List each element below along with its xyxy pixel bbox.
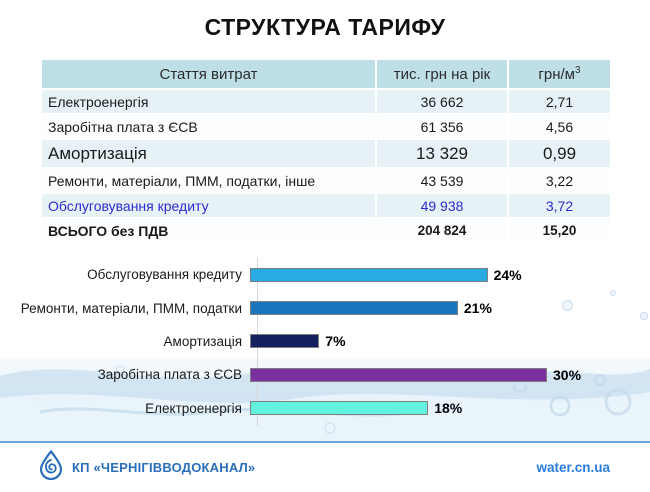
bubble-decoration — [562, 300, 573, 311]
bubble-decoration — [640, 312, 648, 320]
tariff-table: Стаття витрат тис. грн на рік грн/м3 Еле… — [40, 58, 612, 244]
chart-category-label: Електроенергія — [145, 400, 242, 416]
table-header-row: Стаття витрат тис. грн на рік грн/м3 — [42, 60, 610, 88]
chart-value-label: 21% — [463, 300, 492, 317]
company-name: КП «ЧЕРНІГІВВОДОКАНАЛ» — [72, 460, 256, 475]
chart-row: Ремонти, матеріали, ПММ, податки 21% — [0, 291, 650, 324]
bubble-decoration — [610, 290, 616, 296]
chart-bar — [250, 401, 429, 416]
chart-bar — [250, 334, 320, 349]
chart-row: Електроенергія 18% — [0, 392, 650, 425]
chart-bar — [250, 301, 458, 316]
col-header-expense: Стаття витрат — [42, 60, 375, 88]
chart-category-label: Амортизація — [163, 333, 242, 349]
page-title: СТРУКТУРА ТАРИФУ — [204, 14, 446, 40]
table-total-row: ВСЬОГО без ПДВ 204 824 15,20 — [42, 219, 610, 242]
chart-row: Амортизація 7% — [0, 325, 650, 358]
footer-divider — [0, 441, 650, 443]
chart-category-label: Заробітна плата з ЄСВ — [97, 367, 242, 383]
chart-value-label: 30% — [553, 366, 582, 383]
table-row: Заробітна плата з ЄСВ 61 356 4,56 — [42, 115, 610, 138]
water-drop-icon — [38, 449, 64, 485]
chart-bar — [250, 367, 547, 382]
chart-row: Заробітна плата з ЄСВ 30% — [0, 358, 650, 391]
col-header-annual: тис. грн на рік — [377, 60, 507, 88]
chart-bar — [250, 267, 488, 282]
footer: КП «ЧЕРНІГІВВОДОКАНАЛ» water.cn.ua — [0, 443, 650, 492]
chart-category-label: Ремонти, матеріали, ПММ, податки — [20, 300, 242, 316]
website-link[interactable]: water.cn.ua — [536, 460, 610, 475]
table-row: Ремонти, матеріали, ПММ, податки, інше 4… — [42, 169, 610, 192]
chart-row: Обслуговування кредиту 24% — [0, 258, 650, 291]
col-header-per-m3: грн/м3 — [509, 60, 610, 88]
chart-value-label: 18% — [434, 400, 463, 417]
table-row: Електроенергія 36 662 2,71 — [42, 90, 610, 113]
table-row: Обслуговування кредиту 49 938 3,72 — [42, 194, 610, 217]
tariff-structure-chart: Обслуговування кредиту 24% Ремонти, мате… — [0, 258, 650, 425]
chart-value-label: 24% — [493, 266, 522, 283]
table-row: Амортизація 13 329 0,99 — [42, 140, 610, 167]
chart-category-label: Обслуговування кредиту — [87, 267, 242, 283]
chart-value-label: 7% — [325, 333, 346, 350]
